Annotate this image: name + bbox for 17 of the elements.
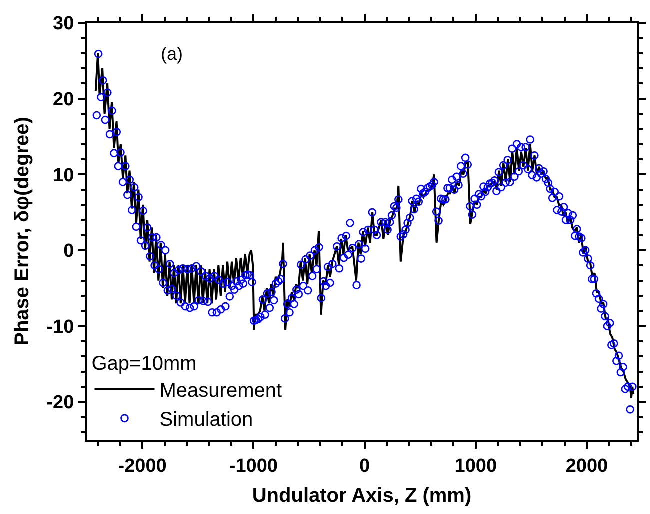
y-tick-label: 30 (53, 14, 74, 35)
y-tick-label: 0 (64, 241, 74, 262)
x-tick-label: -1000 (229, 456, 278, 477)
y-tick-label: 10 (53, 165, 74, 186)
x-tick-label: 0 (359, 456, 370, 477)
legend-label: Simulation (160, 409, 254, 432)
y-axis-title: Phase Error, δφ(degree) (12, 117, 34, 346)
y-tick-label: 20 (53, 89, 74, 110)
x-axis-title: Undulator Axis, Z (mm) (252, 484, 472, 507)
y-tick-label: -20 (46, 392, 74, 414)
x-tick-label: -2000 (118, 456, 167, 477)
x-tick-label: 1000 (454, 456, 498, 477)
y-tick-label: -10 (46, 316, 74, 338)
legend-label: Measurement (160, 380, 282, 402)
annotation: (a) (161, 44, 183, 64)
legend-title: Gap=10mm (92, 352, 197, 375)
x-tick-label: 2000 (566, 456, 608, 477)
